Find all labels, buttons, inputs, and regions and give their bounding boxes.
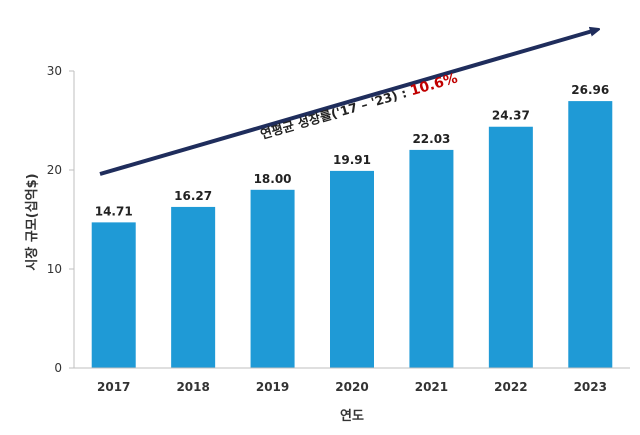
x-axis-title: 연도 — [340, 409, 364, 424]
value-label-2021: 22.03 — [412, 132, 450, 146]
bar-2019 — [250, 189, 295, 368]
growth-rate-text: 연평균 성장률('17 – '23) : — [259, 84, 413, 142]
bar-2018 — [171, 206, 216, 368]
y-tick-label: 30 — [47, 64, 62, 78]
y-tick-label: 20 — [47, 163, 62, 177]
x-tick-label-2018: 2018 — [176, 380, 209, 394]
y-axis: 0 10 20 30 — [47, 64, 75, 375]
growth-trend-arrow — [99, 30, 596, 176]
value-label-2022: 24.37 — [492, 109, 530, 123]
x-tick-label-2019: 2019 — [256, 380, 289, 394]
bars-group: 14.71 16.27 18.00 19.91 22.03 24.37 26.96 — [91, 83, 613, 368]
bar-2020 — [330, 170, 374, 368]
value-label-2018: 16.27 — [174, 189, 212, 203]
bar-2017 — [91, 222, 136, 368]
bar-2023 — [568, 101, 613, 368]
x-tick-label-2022: 2022 — [494, 380, 527, 394]
y-axis-title: 시장 규모(십억$) — [24, 173, 40, 270]
value-label-2019: 18.00 — [254, 172, 292, 186]
growth-rate-value: 10.6% — [408, 70, 459, 99]
x-tick-label-2023: 2023 — [574, 380, 607, 394]
value-label-2023: 26.96 — [571, 83, 609, 97]
value-label-2017: 14.71 — [95, 204, 133, 218]
x-tick-label-2017: 2017 — [97, 380, 130, 394]
bar-2022 — [488, 126, 533, 368]
bar-2021 — [409, 149, 454, 368]
x-tick-label-2021: 2021 — [415, 380, 448, 394]
value-label-2020: 19.91 — [333, 153, 371, 167]
x-axis: 2017 2018 2019 2020 2021 2022 2023 — [74, 367, 630, 394]
x-tick-label-2020: 2020 — [335, 380, 368, 394]
y-tick-label: 10 — [47, 262, 62, 276]
y-tick-label: 0 — [54, 361, 62, 375]
